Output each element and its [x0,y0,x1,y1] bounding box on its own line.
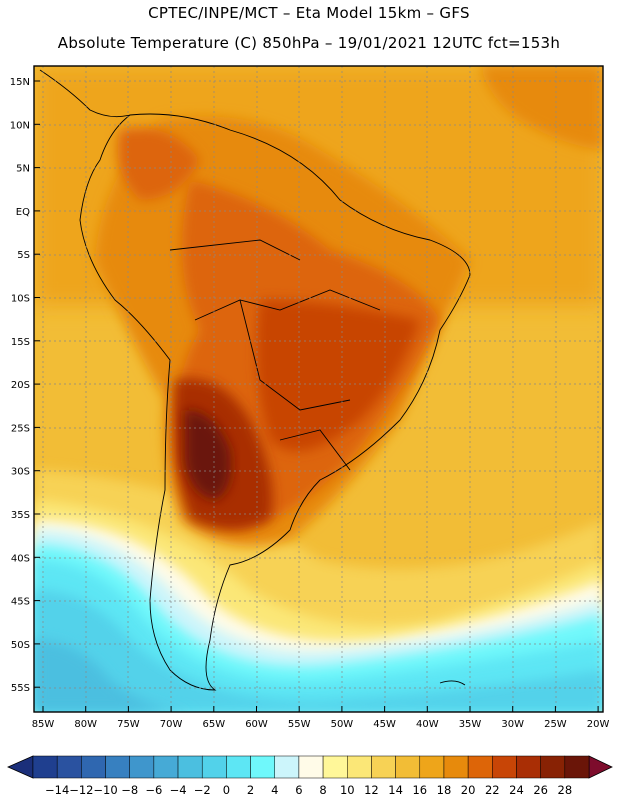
colorbar-swatch [564,755,590,779]
lon-tick-label: 30W [501,719,524,730]
lon-tick-label: 55W [288,719,311,730]
colorbar-swatch [516,755,541,779]
colorbar-label: −4 [170,783,187,797]
colorbar-swatch [419,755,445,779]
latitude-axis: 15N 10N 5N EQ 5S 10S 15S 20S 25S 30S 35S 40S 45S 50S 5… [10,77,40,694]
lat-tick-label: 35S [11,510,30,521]
colorbar-swatch [443,755,469,779]
longitude-axis: 85W 80W 75W 70W 65W 60W 55W 50W 45W 40W 35W 30W 25W 2… [32,706,610,730]
colorbar-label: 16 [412,783,427,797]
colorbar-swatch [540,755,566,779]
lat-tick-label: 40S [11,553,30,564]
colorbar-swatch [322,755,348,779]
lon-tick-label: 25W [544,719,567,730]
colorbar-label: 22 [485,783,500,797]
lat-tick-label: 5S [17,250,30,261]
colorbar-swatch [81,755,106,779]
lat-tick-label: 45S [11,597,30,608]
colorbar-label: 2 [247,783,254,797]
temperature-field [34,66,603,712]
colorbar-high-arrow [588,755,613,779]
colorbar-label: 28 [558,783,573,797]
lon-tick-label: 85W [32,719,55,730]
title-line-1: CPTEC/INPE/MCT – Eta Model 15km – GFS [148,4,470,22]
colorbar-label: 0 [223,783,230,797]
lat-tick-label: EQ [16,207,30,218]
lat-tick-label: 20S [11,380,30,391]
colorbar-label: −10 [93,783,117,797]
colorbar-swatch [467,755,493,779]
lat-tick-label: 5N [16,164,30,175]
colorbar-swatch [177,755,203,779]
colorbar-label: −8 [121,783,138,797]
coastlines [39,69,471,691]
colorbar-swatch [371,755,396,779]
colorbar-label: −6 [145,783,162,797]
colorbar-label: 14 [388,783,403,797]
colorbar-swatch [226,755,251,779]
lon-tick-label: 40W [416,719,439,730]
lon-tick-label: 75W [117,719,140,730]
lat-tick-label: 55S [11,683,30,694]
colorbar-label: −2 [194,783,211,797]
lat-tick-label: 10S [11,294,30,305]
colorbar-swatch [298,755,324,779]
lon-tick-label: 20W [587,719,610,730]
lat-tick-label: 15S [11,337,30,348]
lon-tick-label: 70W [160,719,183,730]
colorbar-swatch [105,755,130,779]
lon-tick-label: 65W [202,719,225,730]
colorbar-label: 24 [509,783,524,797]
lat-tick-label: 25S [11,423,30,434]
colorbar-label: 8 [319,783,326,797]
colorbar-swatch [201,755,227,779]
colorbar-swatch [274,755,300,779]
colorbar-swatch [56,755,82,779]
lat-tick-label: 10N [10,120,30,131]
title-line-2: Absolute Temperature (C) 850hPa – 19/01/… [57,34,561,52]
colorbar-swatch [395,755,421,779]
colorbar-low-arrow [7,755,34,779]
colorbar-label: 20 [461,783,476,797]
colorbar-swatch [153,755,179,779]
colorbar-label: −12 [69,783,93,797]
lat-tick-label: 50S [11,640,30,651]
lon-tick-label: 60W [245,719,268,730]
lon-tick-label: 50W [331,719,354,730]
colorbar-label: 10 [340,783,355,797]
colorbar-label: −14 [45,783,69,797]
colorbar: −14 −12 −10 −8 −6 −4 −2 0 2 4 6 8 10 12 14 16 18 20 22 24 26… [7,755,613,797]
map-frame [33,65,604,713]
colorbar-swatch [250,755,275,779]
colorbar-swatch [129,755,155,779]
lon-tick-label: 35W [459,719,482,730]
colorbar-swatch [347,755,372,779]
lon-tick-label: 80W [74,719,97,730]
colorbar-label: 6 [295,783,302,797]
colorbar-label: 18 [437,783,452,797]
colorbar-swatch [492,755,517,779]
lon-tick-label: 45W [373,719,396,730]
colorbar-label: 4 [271,783,278,797]
colorbar-label: 26 [533,783,548,797]
lat-tick-label: 30S [11,467,30,478]
colorbar-label: 12 [364,783,379,797]
colorbar-swatch [32,755,58,779]
lat-tick-label: 15N [10,77,30,88]
